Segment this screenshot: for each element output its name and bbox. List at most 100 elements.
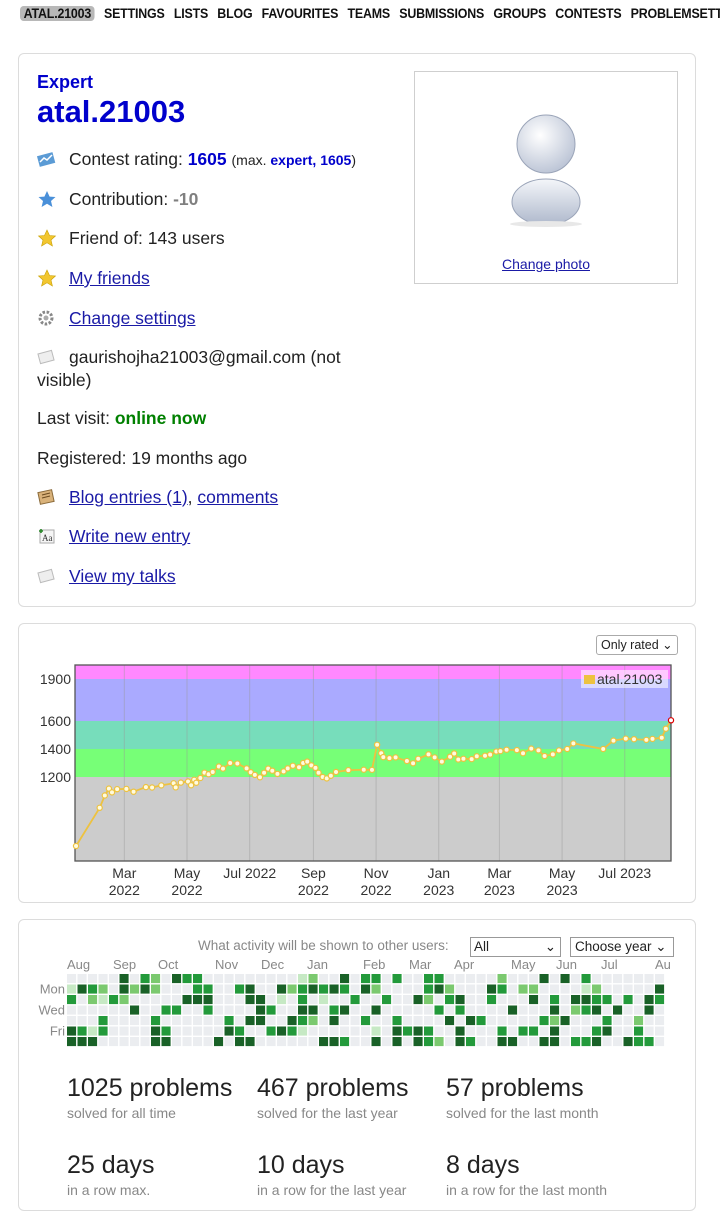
my-friends-link[interactable]: My friends (69, 268, 150, 288)
heatmap-day-cell (119, 995, 129, 1005)
heatmap-day-cell (413, 1016, 423, 1026)
heatmap-month-label: May (511, 957, 536, 972)
heatmap-day-cell (119, 1005, 129, 1015)
my-friends-line: My friends (37, 268, 150, 289)
heatmap-day-cell (172, 1005, 182, 1015)
blog-entries-link[interactable]: Blog entries (1) (69, 487, 188, 507)
x-tick-label: 2023 (484, 882, 515, 898)
x-tick-label: Jul 2022 (223, 865, 276, 881)
heatmap-day-cell (98, 1005, 108, 1015)
activity-visibility-select[interactable]: All ⌄ (470, 937, 561, 957)
heatmap-day-cell (361, 995, 371, 1005)
rating-point (209, 768, 216, 776)
heatmap-day-cell (151, 1016, 161, 1026)
heatmap-day-cell (109, 1026, 119, 1036)
heatmap-day-cell (644, 1005, 654, 1015)
rating-band (75, 679, 671, 721)
stat-month-streak: 8 days in a row for the last month (446, 1151, 607, 1198)
nav-item-favourites[interactable]: FAVOURITES (261, 6, 339, 21)
rating-point (386, 754, 393, 762)
heatmap-month-label: Jan (307, 957, 328, 972)
x-tick-label: 2023 (423, 882, 454, 898)
heatmap-day-cell (77, 974, 87, 984)
nav-item-blog[interactable]: BLOG (217, 6, 253, 21)
choose-year-select[interactable]: Choose year ⌄ (570, 937, 674, 957)
comments-link[interactable]: comments (197, 487, 279, 507)
contest-rating-line: Contest rating: 1605 (max. expert, 1605) (37, 149, 356, 170)
activity-heatmap: Aug Sep Oct Nov Dec Jan Feb Mar Apr May Jun Jul Au Mo… (39, 957, 671, 1047)
max-rating: expert, 1605 (270, 152, 352, 168)
heatmap-day-cell (476, 995, 486, 1005)
change-photo-link[interactable]: Change photo (502, 256, 590, 272)
heatmap-day-cell (67, 974, 77, 984)
heatmap-day-cell (392, 995, 402, 1005)
heatmap-day-cell (308, 1026, 318, 1036)
rating-point (535, 747, 542, 754)
write-entry-link[interactable]: Write new entry (69, 526, 191, 546)
heatmap-day-cell (287, 995, 297, 1005)
nav-item-lists[interactable]: LISTS (173, 6, 209, 21)
change-settings-link[interactable]: Change settings (69, 308, 196, 328)
heatmap-day-cell (266, 995, 276, 1005)
heatmap-day-cell (571, 974, 581, 984)
heatmap-day-cell (434, 1037, 444, 1047)
rating-point (541, 752, 548, 760)
heatmap-day-cell (455, 1005, 465, 1015)
heatmap-day-cell (319, 984, 329, 994)
heatmap-day-cell (235, 1026, 245, 1036)
heatmap-day-cell (266, 1016, 276, 1026)
heatmap-day-cell (392, 1005, 402, 1015)
heatmap-day-cell (319, 1037, 329, 1047)
nav-item-problemsetting[interactable]: PROBLEMSETTING (630, 6, 720, 21)
email-line-2: visible) (37, 370, 92, 390)
heatmap-day-cell (67, 1005, 77, 1015)
heatmap-day-cell (655, 984, 665, 994)
stat-description: solved for the last year (257, 1105, 398, 1121)
heatmap-day-cell (119, 974, 129, 984)
heatmap-day-cell (98, 995, 108, 1005)
heatmap-day-cell (592, 974, 602, 984)
heatmap-day-cell (476, 974, 486, 984)
heatmap-day-cell (581, 1016, 591, 1026)
heatmap-day-cell (130, 974, 140, 984)
nav-item-profile[interactable]: ATAL.21003 (20, 6, 95, 21)
heatmap-day-cell (424, 1026, 434, 1036)
x-tick-label: Nov (364, 865, 389, 881)
heatmap-day-label: Fri (50, 1024, 65, 1039)
heatmap-day-cell (602, 1037, 612, 1047)
heatmap-day-cell (592, 1037, 602, 1047)
nav-item-teams[interactable]: TEAMS (347, 6, 391, 21)
heatmap-day-cell (151, 1037, 161, 1047)
only-rated-dropdown[interactable]: Only rated ⌄ (596, 635, 678, 655)
nav-item-contests[interactable]: CONTESTS (555, 6, 622, 21)
heatmap-day-cell (497, 1005, 507, 1015)
heatmap-day-cell (329, 1016, 339, 1026)
heatmap-day-cell (434, 984, 444, 994)
rating-point (226, 759, 234, 767)
nav-item-settings[interactable]: SETTINGS (103, 6, 165, 21)
heatmap-day-cell (497, 984, 507, 994)
heatmap-day-cell (340, 995, 350, 1005)
rating-point (549, 751, 557, 758)
heatmap-day-cell (151, 1026, 161, 1036)
heatmap-day-cell (623, 1005, 633, 1015)
heatmap-day-cell (161, 1026, 171, 1036)
heatmap-day-cell (497, 1037, 507, 1047)
heatmap-day-cell (497, 1016, 507, 1026)
heatmap-day-cell (130, 984, 140, 994)
heatmap-day-cell (466, 974, 476, 984)
x-tick-label: May (174, 865, 200, 881)
activity-visibility-label: What activity will be shown to other use… (198, 938, 449, 953)
heatmap-day-cell (655, 974, 665, 984)
heatmap-day-cell (518, 974, 528, 984)
rating-point (177, 779, 185, 786)
nav-item-submissions[interactable]: SUBMISSIONS (399, 6, 485, 21)
nav-item-groups[interactable]: GROUPS (493, 6, 547, 21)
heatmap-day-cell (256, 1016, 266, 1026)
heatmap-day-cell (424, 984, 434, 994)
heatmap-day-cell (298, 1026, 308, 1036)
view-talks-link[interactable]: View my talks (69, 566, 176, 586)
heatmap-day-cell (203, 995, 213, 1005)
stat-number: 467 problems (257, 1074, 409, 1102)
heatmap-day-cell (539, 974, 549, 984)
